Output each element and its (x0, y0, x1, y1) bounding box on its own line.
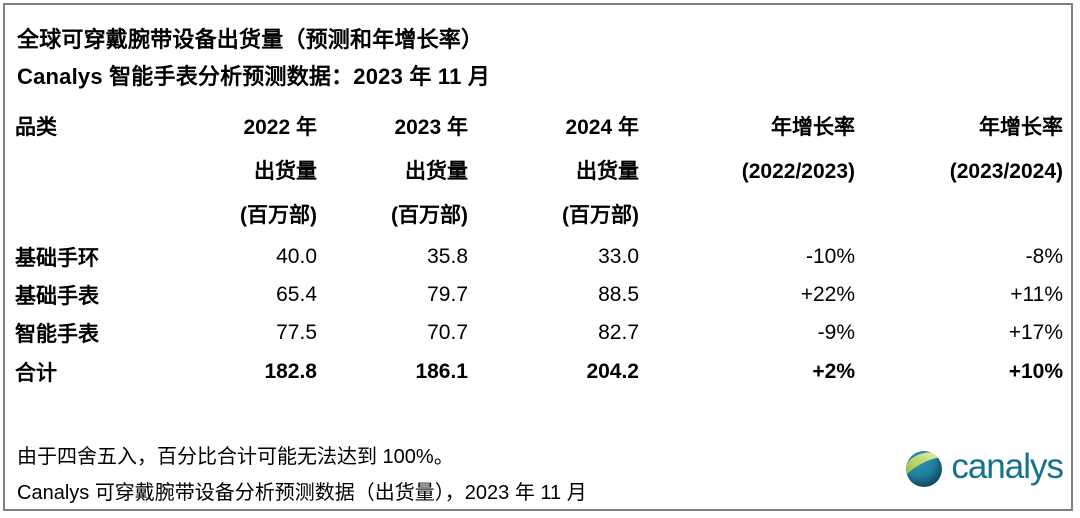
value-2024: 204.2 (586, 360, 639, 383)
col-header-2024-shipments: 2024 年 出货量 (百万部) (562, 116, 639, 227)
growth-2023-2024: +11% (1010, 283, 1063, 306)
canalys-logo: canalys (906, 447, 1064, 488)
value-2022: 77.5 (276, 321, 317, 344)
table-row-smartwatch: 智能手表 77.5 70.7 82.7 -9% +17% (15, 314, 1063, 352)
growth-2023-2024: -8% (1025, 245, 1063, 268)
table-row-basic-watch: 基础手表 65.4 79.7 88.5 +22% +11% (15, 276, 1063, 314)
value-2022: 182.8 (264, 360, 317, 383)
footnote-source: Canalys 可穿戴腕带设备分析预测数据（出货量），2023 年 11 月 (17, 482, 587, 504)
category-cell: 基础手表 (15, 285, 99, 308)
value-2024: 82.7 (598, 321, 639, 344)
growth-2022-2023: +2% (812, 360, 855, 383)
growth-2022-2023: -9% (817, 321, 855, 344)
value-2022: 40.0 (276, 245, 317, 268)
category-cell: 合计 (15, 362, 57, 385)
value-2023: 35.8 (427, 245, 468, 268)
growth-2023-2024: +17% (1008, 321, 1063, 344)
report-title: 全球可穿戴腕带设备出货量（预测和年增长率） (17, 27, 484, 52)
category-cell: 智能手表 (15, 323, 99, 346)
growth-2022-2023: +22% (800, 283, 855, 306)
growth-2023-2024: +10% (1008, 360, 1063, 383)
col-header-yoy-2022-2023: 年增长率 (2022/2023) (741, 116, 855, 183)
value-2023: 186.1 (415, 360, 468, 383)
value-2023: 79.7 (427, 283, 468, 306)
globe-icon (906, 450, 943, 487)
footnote-rounding: 由于四舍五入，百分比合计可能无法达到 100%。 (17, 446, 454, 468)
value-2023: 70.7 (427, 321, 468, 344)
report-card: 全球可穿戴腕带设备出货量（预测和年增长率） Canalys 智能手表分析预测数据… (3, 3, 1073, 511)
table-header-row: 品类 2022 年 出货量 (百万部) 2023 年 出货量 (百万部) 202… (15, 106, 1063, 238)
growth-2022-2023: -10% (805, 245, 855, 268)
report-subtitle: Canalys 智能手表分析预测数据：2023 年 11 月 (17, 64, 491, 89)
value-2024: 33.0 (598, 245, 639, 268)
report-header: 全球可穿戴腕带设备出货量（预测和年增长率） Canalys 智能手表分析预测数据… (17, 21, 1063, 95)
canalys-wordmark: canalys (951, 447, 1064, 486)
col-header-yoy-2023-2024: 年增长率 (2023/2024) (949, 116, 1063, 183)
col-header-2022-shipments: 2022 年 出货量 (百万部) (240, 116, 317, 227)
category-cell: 基础手环 (15, 247, 99, 270)
value-2022: 65.4 (276, 283, 317, 306)
footnotes: 由于四舍五入，百分比合计可能无法达到 100%。 Canalys 可穿戴腕带设备… (17, 439, 1063, 511)
table-row-basic-band: 基础手环 40.0 35.8 33.0 -10% -8% (15, 238, 1063, 276)
table-row-total: 合计 182.8 186.1 204.2 +2% +10% (15, 352, 1063, 392)
col-header-2023-shipments: 2023 年 出货量 (百万部) (391, 116, 468, 227)
col-header-category: 品类 (15, 116, 57, 139)
value-2024: 88.5 (598, 283, 639, 306)
shipment-table: 品类 2022 年 出货量 (百万部) 2023 年 出货量 (百万部) 202… (15, 106, 1063, 392)
